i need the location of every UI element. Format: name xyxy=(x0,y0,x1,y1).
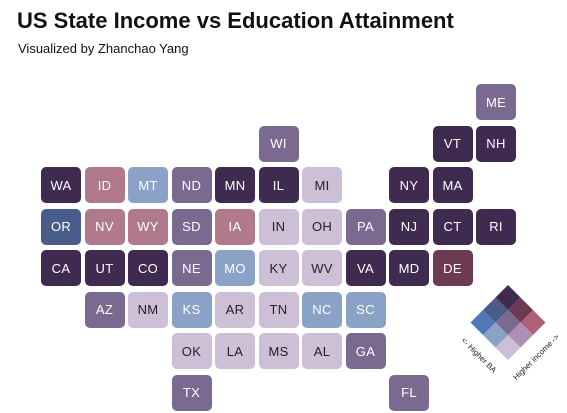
state-tile-ct[interactable]: CT xyxy=(432,208,473,245)
state-tile-md[interactable]: MD xyxy=(389,250,429,286)
state-tile-ar[interactable]: AR xyxy=(215,291,255,328)
state-tile-co[interactable]: CO xyxy=(128,250,168,286)
state-tile-tn[interactable]: TN xyxy=(258,291,299,328)
state-tile-il[interactable]: IL xyxy=(258,167,299,203)
state-tile-nj[interactable]: NJ xyxy=(389,208,429,245)
state-tile-tx[interactable]: TX xyxy=(171,374,212,411)
state-tile-mn[interactable]: MN xyxy=(215,167,255,203)
state-tile-de[interactable]: DE xyxy=(432,250,473,286)
page-subtitle: Visualized by Zhanchao Yang xyxy=(18,41,189,56)
state-tile-ga[interactable]: GA xyxy=(345,333,386,369)
state-tile-ri[interactable]: RI xyxy=(476,208,516,245)
state-tile-or[interactable]: OR xyxy=(41,208,81,245)
state-tile-ks[interactable]: KS xyxy=(171,291,212,328)
state-tile-oh[interactable]: OH xyxy=(302,208,342,245)
state-tile-nm[interactable]: NM xyxy=(128,291,168,328)
state-tile-ut[interactable]: UT xyxy=(84,250,125,286)
state-tile-vt[interactable]: VT xyxy=(432,125,473,162)
state-tile-id[interactable]: ID xyxy=(84,167,125,203)
state-tile-wi[interactable]: WI xyxy=(258,125,299,162)
state-tile-mo[interactable]: MO xyxy=(215,250,255,286)
legend-color-grid xyxy=(470,285,546,360)
state-tile-nh[interactable]: NH xyxy=(476,125,516,162)
state-tile-nv[interactable]: NV xyxy=(84,208,125,245)
state-tile-nd[interactable]: ND xyxy=(171,167,212,203)
state-tile-ny[interactable]: NY xyxy=(389,167,429,203)
state-tile-in[interactable]: IN xyxy=(258,208,299,245)
state-tile-la[interactable]: LA xyxy=(215,333,255,369)
bivariate-color-legend: <- Higher BA Higher income -> xyxy=(459,285,561,382)
state-tile-mt[interactable]: MT xyxy=(128,167,168,203)
state-tile-ky[interactable]: KY xyxy=(258,250,299,286)
state-tile-ia[interactable]: IA xyxy=(215,208,255,245)
state-tile-wy[interactable]: WY xyxy=(128,208,168,245)
state-tile-ma[interactable]: MA xyxy=(432,167,473,203)
state-tile-sc[interactable]: SC xyxy=(345,291,386,328)
state-tile-me[interactable]: ME xyxy=(476,84,516,120)
state-tile-ca[interactable]: CA xyxy=(41,250,81,286)
state-tile-mi[interactable]: MI xyxy=(302,167,342,203)
legend-cell-2-2 xyxy=(495,285,521,310)
state-tile-ms[interactable]: MS xyxy=(258,333,299,369)
state-tile-az[interactable]: AZ xyxy=(84,291,125,328)
state-tile-wa[interactable]: WA xyxy=(41,167,81,203)
state-tile-wv[interactable]: WV xyxy=(302,250,342,286)
state-tile-fl[interactable]: FL xyxy=(389,374,429,411)
state-tile-ne[interactable]: NE xyxy=(171,250,212,286)
state-tile-sd[interactable]: SD xyxy=(171,208,212,245)
state-tile-pa[interactable]: PA xyxy=(345,208,386,245)
state-tile-nc[interactable]: NC xyxy=(302,291,342,328)
state-tile-va[interactable]: VA xyxy=(345,250,386,286)
state-tile-ok[interactable]: OK xyxy=(171,333,212,369)
state-tile-al[interactable]: AL xyxy=(302,333,342,369)
page-title: US State Income vs Education Attainment xyxy=(17,8,454,33)
